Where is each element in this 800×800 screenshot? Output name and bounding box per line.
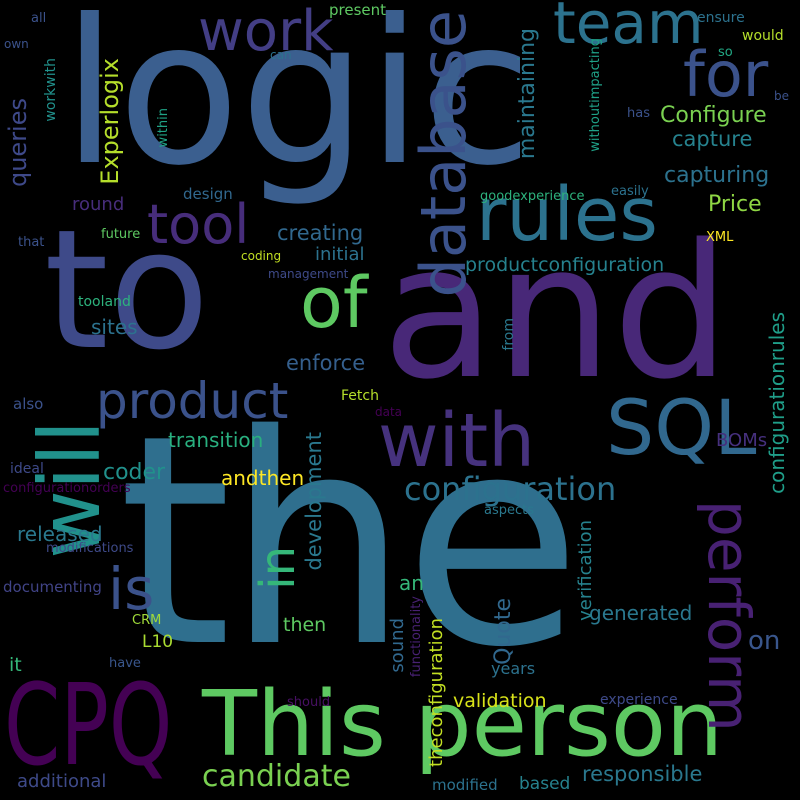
word-crm: CRM — [132, 613, 162, 628]
word-sites: sites — [91, 315, 138, 339]
word-enforce: enforce — [286, 351, 366, 375]
word-ensure: ensure — [697, 10, 745, 26]
word-configurationrules: configurationrules — [765, 312, 789, 494]
word-configuration: configuration — [404, 470, 617, 508]
word-workwith: workwith — [43, 58, 59, 122]
word-creating: creating — [277, 221, 364, 245]
word-this-person: This person — [202, 672, 724, 777]
word-have: have — [109, 656, 141, 671]
word-candidate: candidate — [202, 759, 351, 794]
word-present: present — [329, 1, 387, 19]
word-an: an — [399, 571, 424, 595]
word-initial: initial — [315, 244, 365, 265]
word-ideal: ideal — [10, 461, 44, 477]
word-aspects: aspects — [484, 503, 535, 518]
word-data: data — [375, 405, 403, 419]
word-logic: logic — [62, 0, 533, 210]
word-be: be — [774, 89, 789, 103]
word-easily: easily — [611, 184, 649, 199]
word-work: work — [198, 0, 334, 64]
word-validation: validation — [453, 690, 547, 712]
word-also: also — [13, 395, 44, 413]
word-team: team — [553, 0, 704, 57]
word-quote: Quote — [491, 598, 516, 665]
word-from: from — [501, 318, 517, 351]
word-would: would — [742, 28, 784, 44]
word-responsible: responsible — [582, 762, 703, 786]
word-functionality: functionality — [409, 596, 424, 678]
word-maintaining: maintaining — [515, 28, 540, 160]
word-verification: verification — [575, 520, 596, 621]
word-additional: additional — [17, 771, 107, 792]
word-then: then — [283, 614, 327, 636]
word-experience: experience — [600, 692, 678, 708]
word-modified: modified — [432, 776, 498, 794]
word-on: on — [748, 626, 781, 656]
word-modifications: modifications — [46, 541, 134, 556]
word-with: with — [378, 398, 535, 484]
word-management: management — [268, 267, 349, 281]
word-configurationorders: configurationorders — [3, 481, 131, 496]
word-capturing: capturing — [664, 163, 770, 188]
word-rules: rules — [476, 172, 658, 258]
word-theconfiguration: theconfiguration — [426, 618, 447, 767]
word-generated: generated — [589, 601, 693, 625]
word-transition: transition — [168, 428, 264, 452]
word-configure: Configure — [660, 103, 767, 128]
word-sound: sound — [387, 618, 408, 673]
word-it: it — [9, 654, 22, 676]
word-years: years — [491, 659, 536, 678]
word-xml: XML — [706, 230, 734, 245]
word-price: Price — [708, 192, 762, 217]
word-all: all — [31, 11, 47, 26]
word-fetch: Fetch — [341, 388, 379, 404]
word-is: is — [108, 555, 155, 623]
word-cpq: CPQ — [4, 661, 173, 791]
word-documenting: documenting — [3, 578, 102, 596]
word-queries: queries — [4, 98, 32, 188]
word-boms: BOMs — [716, 430, 768, 451]
word-sql: SQL — [606, 383, 757, 472]
word-capture: capture — [672, 127, 753, 151]
word-experlogix: Experlogix — [96, 58, 124, 185]
word-perform: perform — [695, 500, 763, 732]
word-based: based — [519, 774, 571, 794]
word-tool: tool — [147, 193, 250, 256]
word-development: development — [302, 432, 326, 571]
word-that: that — [18, 235, 45, 250]
word-coding: coding — [241, 249, 282, 263]
word-and: and — [382, 204, 731, 420]
word-round: round — [72, 194, 125, 215]
word-goodexperience: goodexperience — [480, 189, 585, 204]
word-own: own — [4, 37, 29, 51]
word-coder: coder — [103, 460, 166, 485]
word-in: in — [250, 546, 306, 590]
word-l10: L10 — [142, 632, 174, 652]
word-future: future — [101, 227, 141, 242]
word-has: has — [627, 106, 650, 121]
word-productconfiguration: productconfiguration — [465, 254, 665, 276]
word-within: within — [156, 108, 171, 148]
word-tooland: tooland — [78, 294, 131, 310]
word-design: design — [183, 185, 233, 203]
word-so: so — [718, 45, 733, 60]
word-should: should — [287, 695, 331, 710]
word-the: the — [118, 374, 582, 711]
word-andthen: andthen — [221, 466, 305, 490]
word-product: product — [96, 372, 289, 430]
word-to: to — [44, 194, 210, 386]
word-can: can — [270, 48, 292, 62]
word-of: of — [300, 262, 368, 344]
word-released: released — [17, 522, 103, 546]
word-withoutimpacting: withoutimpacting — [588, 38, 603, 152]
word-for: for — [683, 38, 769, 111]
